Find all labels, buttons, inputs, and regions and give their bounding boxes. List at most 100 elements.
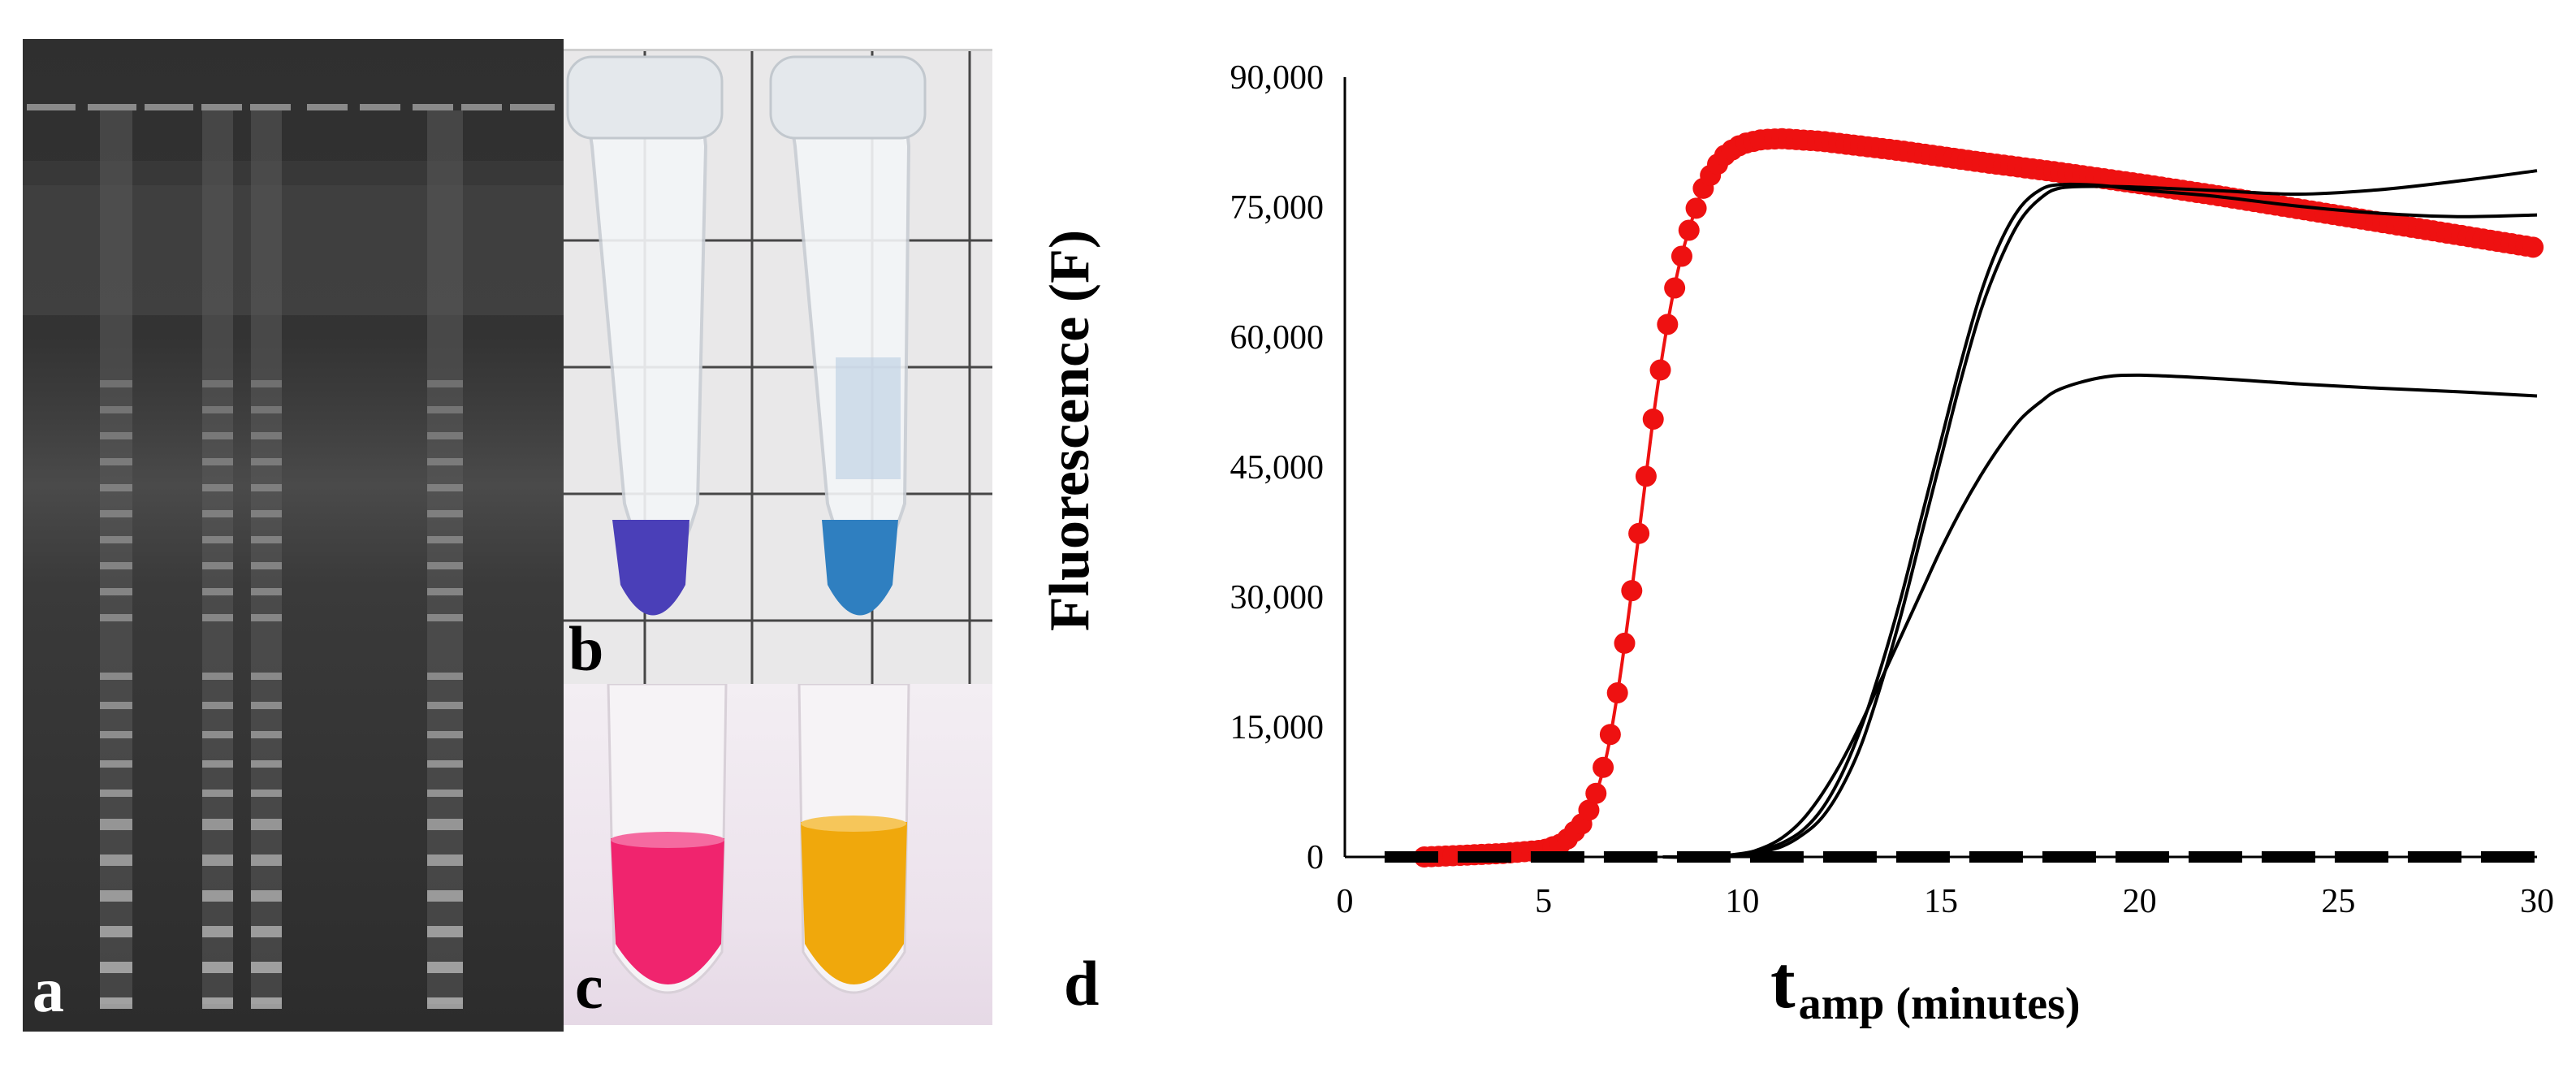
gel-band: [251, 380, 282, 387]
gel-band: [100, 855, 132, 866]
pink-yellow-tubes-photo: c: [564, 684, 992, 1025]
gel-band: [251, 760, 282, 768]
gel-band: [100, 819, 132, 830]
red-series-marker: [1585, 782, 1607, 804]
red-series-marker: [2522, 236, 2544, 258]
series-line-4: [1662, 373, 2538, 859]
gel-band: [251, 926, 282, 937]
gel-band: [100, 790, 132, 797]
gel-band: [427, 731, 463, 738]
gel-band: [251, 673, 282, 680]
gel-band: [100, 458, 132, 465]
gel-band: [100, 432, 132, 439]
gel-image: [23, 104, 564, 1009]
gel-band: [427, 380, 463, 387]
gel-band: [202, 510, 233, 517]
gel-band: [251, 536, 282, 543]
gel-band: [427, 484, 463, 491]
gel-band: [427, 760, 463, 768]
gel-band: [202, 890, 233, 902]
red-series-marker: [1649, 359, 1671, 381]
gel-band: [202, 536, 233, 543]
gel-band: [100, 962, 132, 973]
red-series-marker: [1657, 314, 1679, 335]
gel-band: [427, 702, 463, 709]
x-tick-label: 20: [2123, 883, 2157, 920]
tubes-image-b: [564, 49, 992, 684]
gel-band: [100, 760, 132, 768]
gel-band: [251, 458, 282, 465]
gel-band: [427, 997, 463, 1009]
gel-band: [202, 855, 233, 866]
x-tick-label: 5: [1535, 883, 1552, 920]
red-series-marker: [1671, 245, 1692, 267]
gel-band: [251, 855, 282, 866]
gel-band: [251, 432, 282, 439]
gel-band: [427, 432, 463, 439]
gel-band: [202, 614, 233, 621]
gel-band: [427, 855, 463, 866]
series-line-2: [1662, 169, 2538, 859]
x-tick-label: 25: [2321, 883, 2355, 920]
gel-band: [202, 790, 233, 797]
gel-band: [427, 926, 463, 937]
gel-band: [427, 536, 463, 543]
gel-band: [251, 614, 282, 621]
x-tick-label: 10: [1725, 883, 1759, 920]
gel-band: [100, 536, 132, 543]
gel-band: [251, 702, 282, 709]
x-tick-label: 0: [1337, 883, 1354, 920]
gel-band: [202, 819, 233, 830]
gel-band: [202, 588, 233, 595]
y-tick-label: 30,000: [1230, 579, 1325, 617]
gel-band: [100, 997, 132, 1009]
gel-band: [100, 731, 132, 738]
gel-band: [100, 702, 132, 709]
gel-band: [427, 673, 463, 680]
x-axis-label-sub: amp (minutes): [1799, 979, 2081, 1029]
gel-band: [202, 702, 233, 709]
gel-band: [251, 484, 282, 491]
gel-band: [427, 819, 463, 830]
gel-band: [202, 562, 233, 569]
red-series-marker: [1593, 756, 1614, 778]
gel-band: [251, 962, 282, 973]
gel-band: [251, 997, 282, 1009]
gel-band: [427, 588, 463, 595]
gel-band: [427, 510, 463, 517]
gel-band: [100, 614, 132, 621]
x-tick-label: 30: [2520, 883, 2554, 920]
gel-band: [202, 673, 233, 680]
gel-band: [100, 673, 132, 680]
gel-band: [202, 731, 233, 738]
red-series-marker: [1599, 724, 1621, 746]
x-tick-label: 15: [1924, 883, 1958, 920]
gel-band: [251, 510, 282, 517]
x-axis-label-main: t: [1770, 941, 1796, 1023]
gel-band: [202, 458, 233, 465]
gel-band: [427, 790, 463, 797]
gel-band: [427, 458, 463, 465]
gel-band: [251, 731, 282, 738]
gel-band: [251, 790, 282, 797]
gel-band: [202, 380, 233, 387]
x-axis-label: t amp (minutes): [1770, 941, 2081, 1029]
gel-band: [427, 562, 463, 569]
red-series-marker: [1621, 580, 1643, 602]
series-line-1: [1424, 136, 2538, 859]
chart-axes: [1343, 77, 2537, 859]
gel-band: [427, 962, 463, 973]
red-series-marker: [1578, 799, 1600, 821]
gel-band: [202, 406, 233, 413]
red-series-marker: [1614, 632, 1636, 654]
red-series-marker: [1606, 682, 1628, 704]
gel-band: [202, 997, 233, 1009]
red-series-marker: [1642, 408, 1664, 430]
tubes-image-c: [607, 684, 910, 994]
gel-band: [251, 819, 282, 830]
y-tick-label: 90,000: [1230, 59, 1325, 97]
gel-band: [100, 926, 132, 937]
gel-band: [202, 760, 233, 768]
gel-band: [251, 890, 282, 902]
